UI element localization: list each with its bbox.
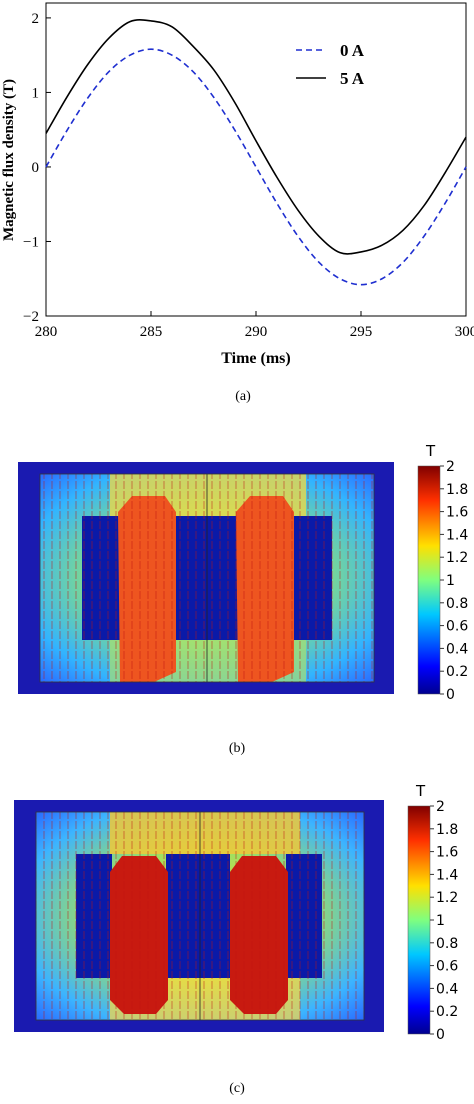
x-tick-label: 285 bbox=[140, 324, 163, 340]
y-tick-label: −1 bbox=[23, 234, 39, 250]
axis-ticks: 280 285 290 295 300 2 1 0 −1 −2 bbox=[23, 11, 474, 340]
colorbar-ticks: 2 1.8 1.6 1.4 1.2 1 0.8 0.6 0.4 0.2 0 bbox=[440, 459, 468, 703]
colorbar-tick-label: 0.6 bbox=[446, 619, 468, 635]
y-axis-label: Magnetic flux density (T) bbox=[1, 79, 17, 241]
colorbar-tick-label: 0 bbox=[436, 1027, 445, 1043]
x-tick-label: 280 bbox=[35, 324, 58, 340]
colorbar-tick-label: 1.6 bbox=[436, 845, 458, 861]
panel-b-field-map: T 2 1.8 1.6 1.4 1.2 1 0.8 0.6 0.4 0.2 0 (b) bbox=[0, 430, 474, 760]
colorbar-tick-label: 0.8 bbox=[436, 936, 458, 952]
colorbar-tick-label: 1 bbox=[436, 913, 445, 929]
y-tick-label: 0 bbox=[32, 160, 40, 176]
colorbar-tick-label: 0.2 bbox=[436, 1004, 458, 1020]
colorbar-tick-label: 2 bbox=[436, 799, 445, 815]
colorbar-tick-label: 2 bbox=[446, 459, 455, 475]
colorbar-tick-label: 0.4 bbox=[446, 641, 468, 657]
caption-b: (b) bbox=[229, 741, 246, 756]
colorbar-tick-label: 1.8 bbox=[446, 482, 468, 498]
series-lines bbox=[45, 19, 467, 286]
colorbar-tick-label: 1.2 bbox=[436, 890, 458, 906]
panel-c-field-map: T 2 1.8 1.6 1.4 1.2 1 0.8 0.6 0.4 0.2 0 (c) bbox=[0, 770, 474, 1099]
core-outline bbox=[39, 473, 375, 683]
series-line-0 bbox=[45, 48, 467, 286]
y-tick-label: 2 bbox=[32, 11, 40, 27]
colorbar-unit: T bbox=[415, 782, 426, 800]
field-map-b: T 2 1.8 1.6 1.4 1.2 1 0.8 0.6 0.4 0.2 0 (b) bbox=[18, 442, 468, 756]
colorbar-unit: T bbox=[425, 442, 436, 460]
colorbar-tick-label: 0.8 bbox=[446, 596, 468, 612]
caption-c: (c) bbox=[229, 1081, 245, 1096]
y-tick-label: 1 bbox=[32, 85, 40, 101]
colorbar-tick-label: 1 bbox=[446, 573, 455, 589]
colorbar-tick-label: 1.4 bbox=[436, 867, 458, 883]
colorbar bbox=[417, 465, 441, 695]
x-axis-label: Time (ms) bbox=[221, 350, 290, 367]
colorbar-tick-label: 1.2 bbox=[446, 550, 468, 566]
colorbar bbox=[407, 805, 431, 1035]
caption-a: (a) bbox=[235, 389, 251, 404]
colorbar-tick-label: 0.2 bbox=[446, 664, 468, 680]
x-tick-label: 295 bbox=[350, 324, 373, 340]
legend-label-0a: 0 A bbox=[340, 41, 365, 60]
plot-frame bbox=[45, 2, 467, 317]
colorbar-ticks: 2 1.8 1.6 1.4 1.2 1 0.8 0.6 0.4 0.2 0 bbox=[430, 799, 458, 1043]
colorbar-tick-label: 0 bbox=[446, 687, 455, 703]
legend-label-5a: 5 A bbox=[340, 69, 365, 88]
legend: 0 A 5 A bbox=[296, 41, 365, 88]
y-tick-label: −2 bbox=[23, 309, 39, 325]
colorbar-tick-label: 0.6 bbox=[436, 959, 458, 975]
x-tick-label: 290 bbox=[245, 324, 268, 340]
colorbar-tick-label: 1.4 bbox=[446, 527, 468, 543]
core-outline bbox=[35, 811, 365, 1021]
x-tick-label: 300 bbox=[455, 324, 474, 340]
colorbar-tick-label: 1.6 bbox=[446, 505, 468, 521]
colorbar-tick-label: 0.4 bbox=[436, 981, 458, 997]
flux-density-chart: 280 285 290 295 300 2 1 0 −1 −2 Time (ms) Magneti… bbox=[1, 2, 474, 404]
series-line-1 bbox=[45, 19, 467, 255]
colorbar-tick-label: 1.8 bbox=[436, 822, 458, 838]
panel-a-line-chart: 280 285 290 295 300 2 1 0 −1 −2 Time (ms) Magneti… bbox=[0, 0, 474, 410]
field-map-c: T 2 1.8 1.6 1.4 1.2 1 0.8 0.6 0.4 0.2 0 (c) bbox=[14, 782, 458, 1096]
